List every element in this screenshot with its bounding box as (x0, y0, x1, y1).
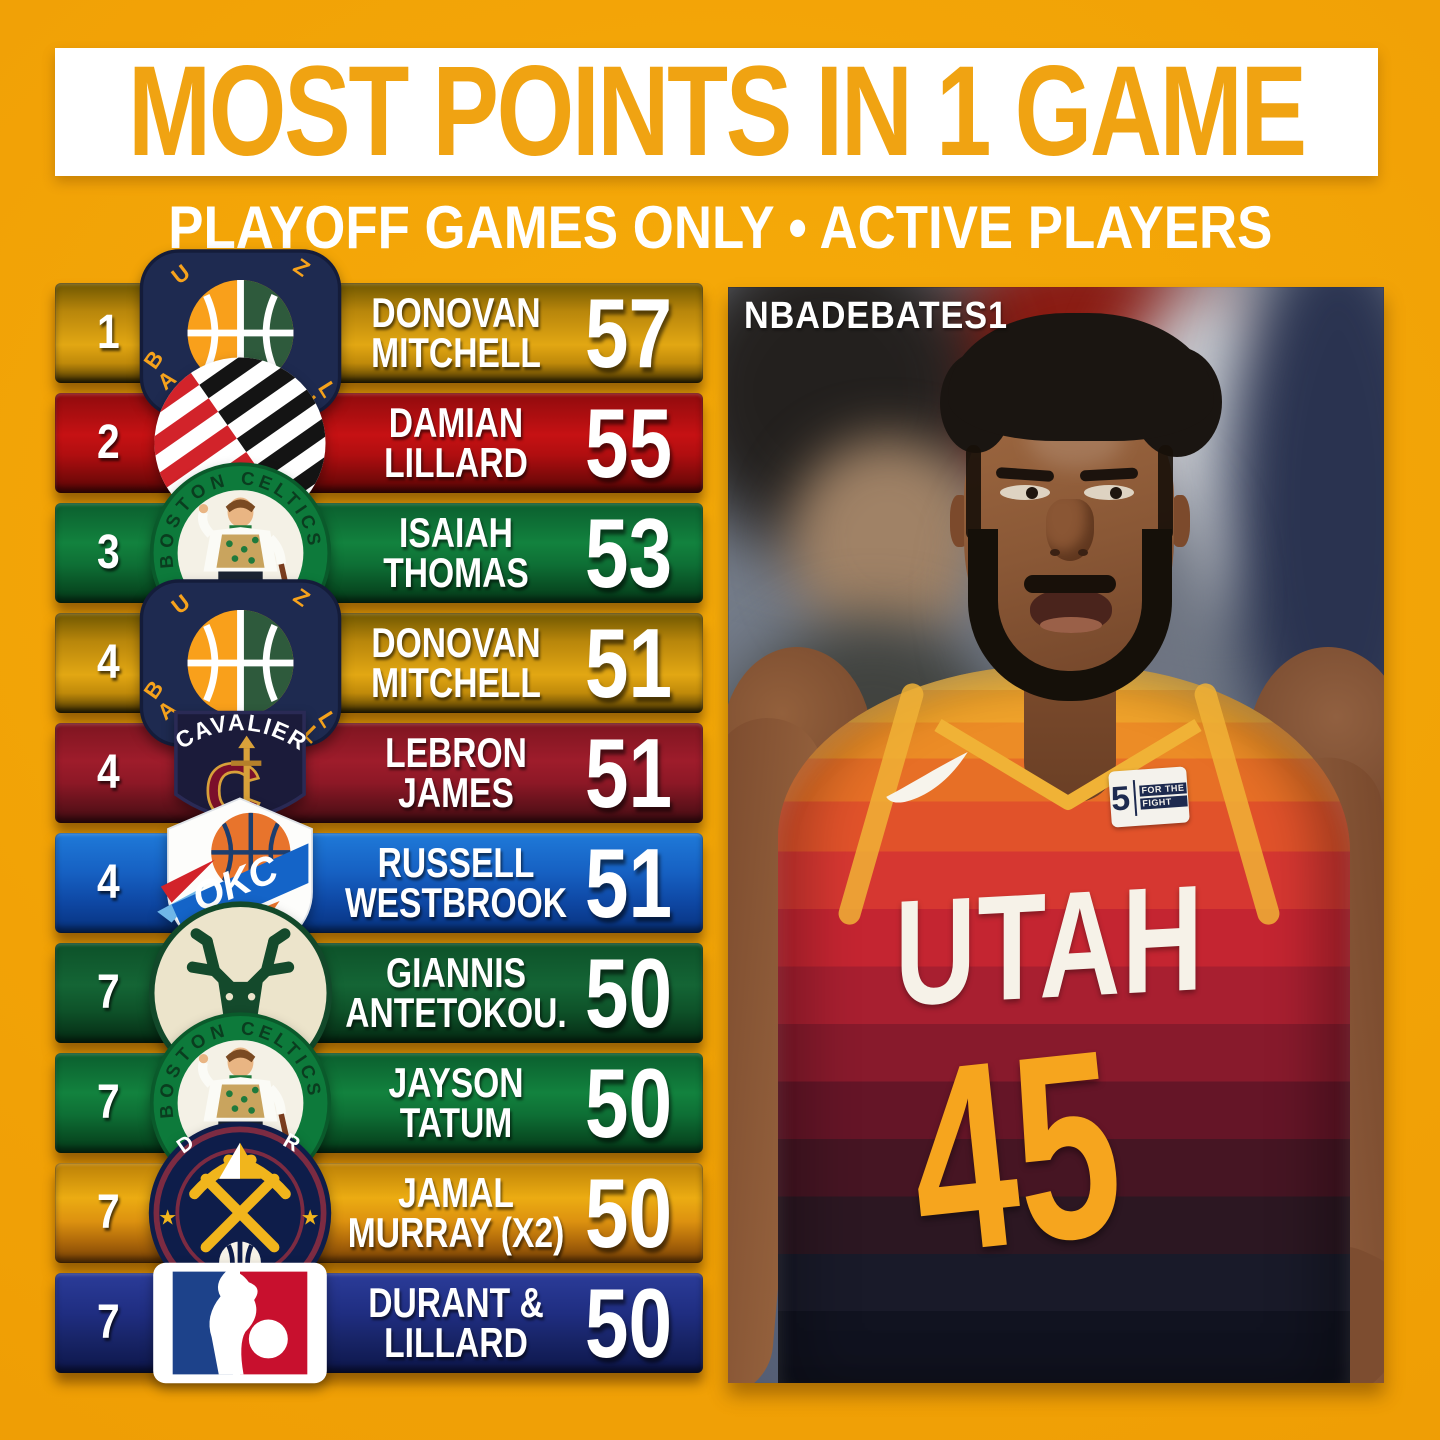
player-eye (1084, 485, 1134, 500)
points-value: 50 (585, 1158, 673, 1268)
player-name: DAMIAN LILLARD (384, 399, 528, 486)
points-value: 50 (585, 1268, 673, 1378)
rank-label: 2 (96, 416, 120, 469)
rank-label: 1 (96, 306, 120, 359)
jersey-number-text: 45 (897, 994, 1134, 1311)
points-value: 51 (585, 608, 673, 718)
jersey-neckline (934, 718, 1202, 810)
team-logo-nuggets: DRNS★★ (145, 1118, 335, 1308)
player-sideburn (966, 445, 981, 540)
title-banner: MOST POINTS IN 1 GAME (55, 48, 1378, 176)
svg-text:★: ★ (158, 1206, 177, 1229)
player-name: RUSSELL WESTBROOK (344, 839, 568, 926)
five-for-the-fight-patch: 5 FOR THE FIGHT (1108, 766, 1190, 828)
rank-label: 4 (96, 746, 120, 799)
player-lip (1040, 617, 1102, 633)
nike-swoosh-icon (886, 752, 968, 803)
player-name: DURANT & LILLARD (368, 1279, 544, 1366)
player-name: ISAIAH THOMAS (383, 509, 529, 596)
team-logo-nba (151, 1261, 329, 1385)
points-value: 50 (585, 938, 673, 1048)
points-value: 57 (585, 278, 673, 388)
svg-text:★: ★ (301, 1206, 320, 1229)
points-value: 51 (585, 828, 673, 938)
points-value: 50 (585, 1048, 673, 1158)
player-name: JAYSON TATUM (388, 1059, 524, 1146)
player-name: LEBRON JAMES (385, 729, 527, 816)
rank-label: 4 (96, 856, 120, 909)
rank-label: 3 (96, 526, 120, 579)
points-value: 53 (585, 498, 673, 608)
table-row: 7 DURANT & LILLARD 50 (55, 1262, 703, 1384)
player-name: JAMAL MURRAY (X2) (347, 1169, 565, 1256)
rank-label: 7 (96, 1296, 120, 1349)
player-mustache (1024, 575, 1116, 593)
player-hair (948, 313, 1214, 441)
player-figure: UTAH 45 5 FOR THE FIGHT (728, 287, 1384, 1383)
player-name: GIANNIS ANTETOKOU. (345, 949, 567, 1036)
watermark-label: NBADEBATES1 (744, 295, 1008, 337)
rank-label: 7 (96, 1186, 120, 1239)
player-eye (1000, 485, 1050, 500)
player-name: DONOVAN MITCHELL (371, 289, 541, 376)
player-name: DONOVAN MITCHELL (371, 619, 541, 706)
rank-label: 7 (96, 966, 120, 1019)
player-sideburn (1158, 445, 1173, 540)
rank-label: 4 (96, 636, 120, 689)
player-photo: UTAH 45 5 FOR THE FIGHT (728, 287, 1384, 1383)
points-value: 55 (585, 388, 673, 498)
page-subtitle: PLAYOFF GAMES ONLY • ACTIVE PLAYERS (167, 194, 1273, 261)
page-title: MOST POINTS IN 1 GAME (128, 40, 1307, 183)
rank-label: 7 (96, 1076, 120, 1129)
player-ear (1170, 495, 1190, 547)
points-value: 51 (585, 718, 673, 828)
